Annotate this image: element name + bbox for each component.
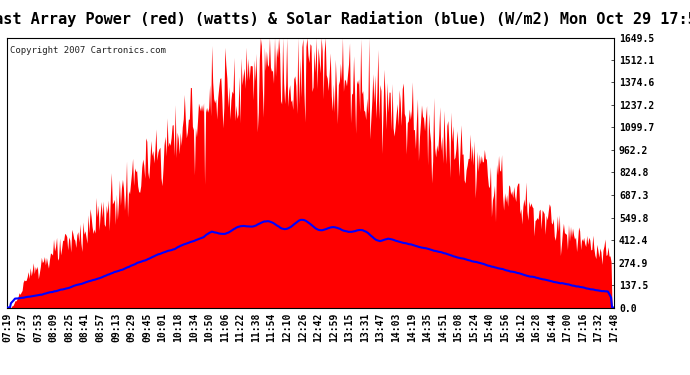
Text: Copyright 2007 Cartronics.com: Copyright 2007 Cartronics.com — [10, 46, 166, 55]
Text: East Array Power (red) (watts) & Solar Radiation (blue) (W/m2) Mon Oct 29 17:51: East Array Power (red) (watts) & Solar R… — [0, 11, 690, 27]
